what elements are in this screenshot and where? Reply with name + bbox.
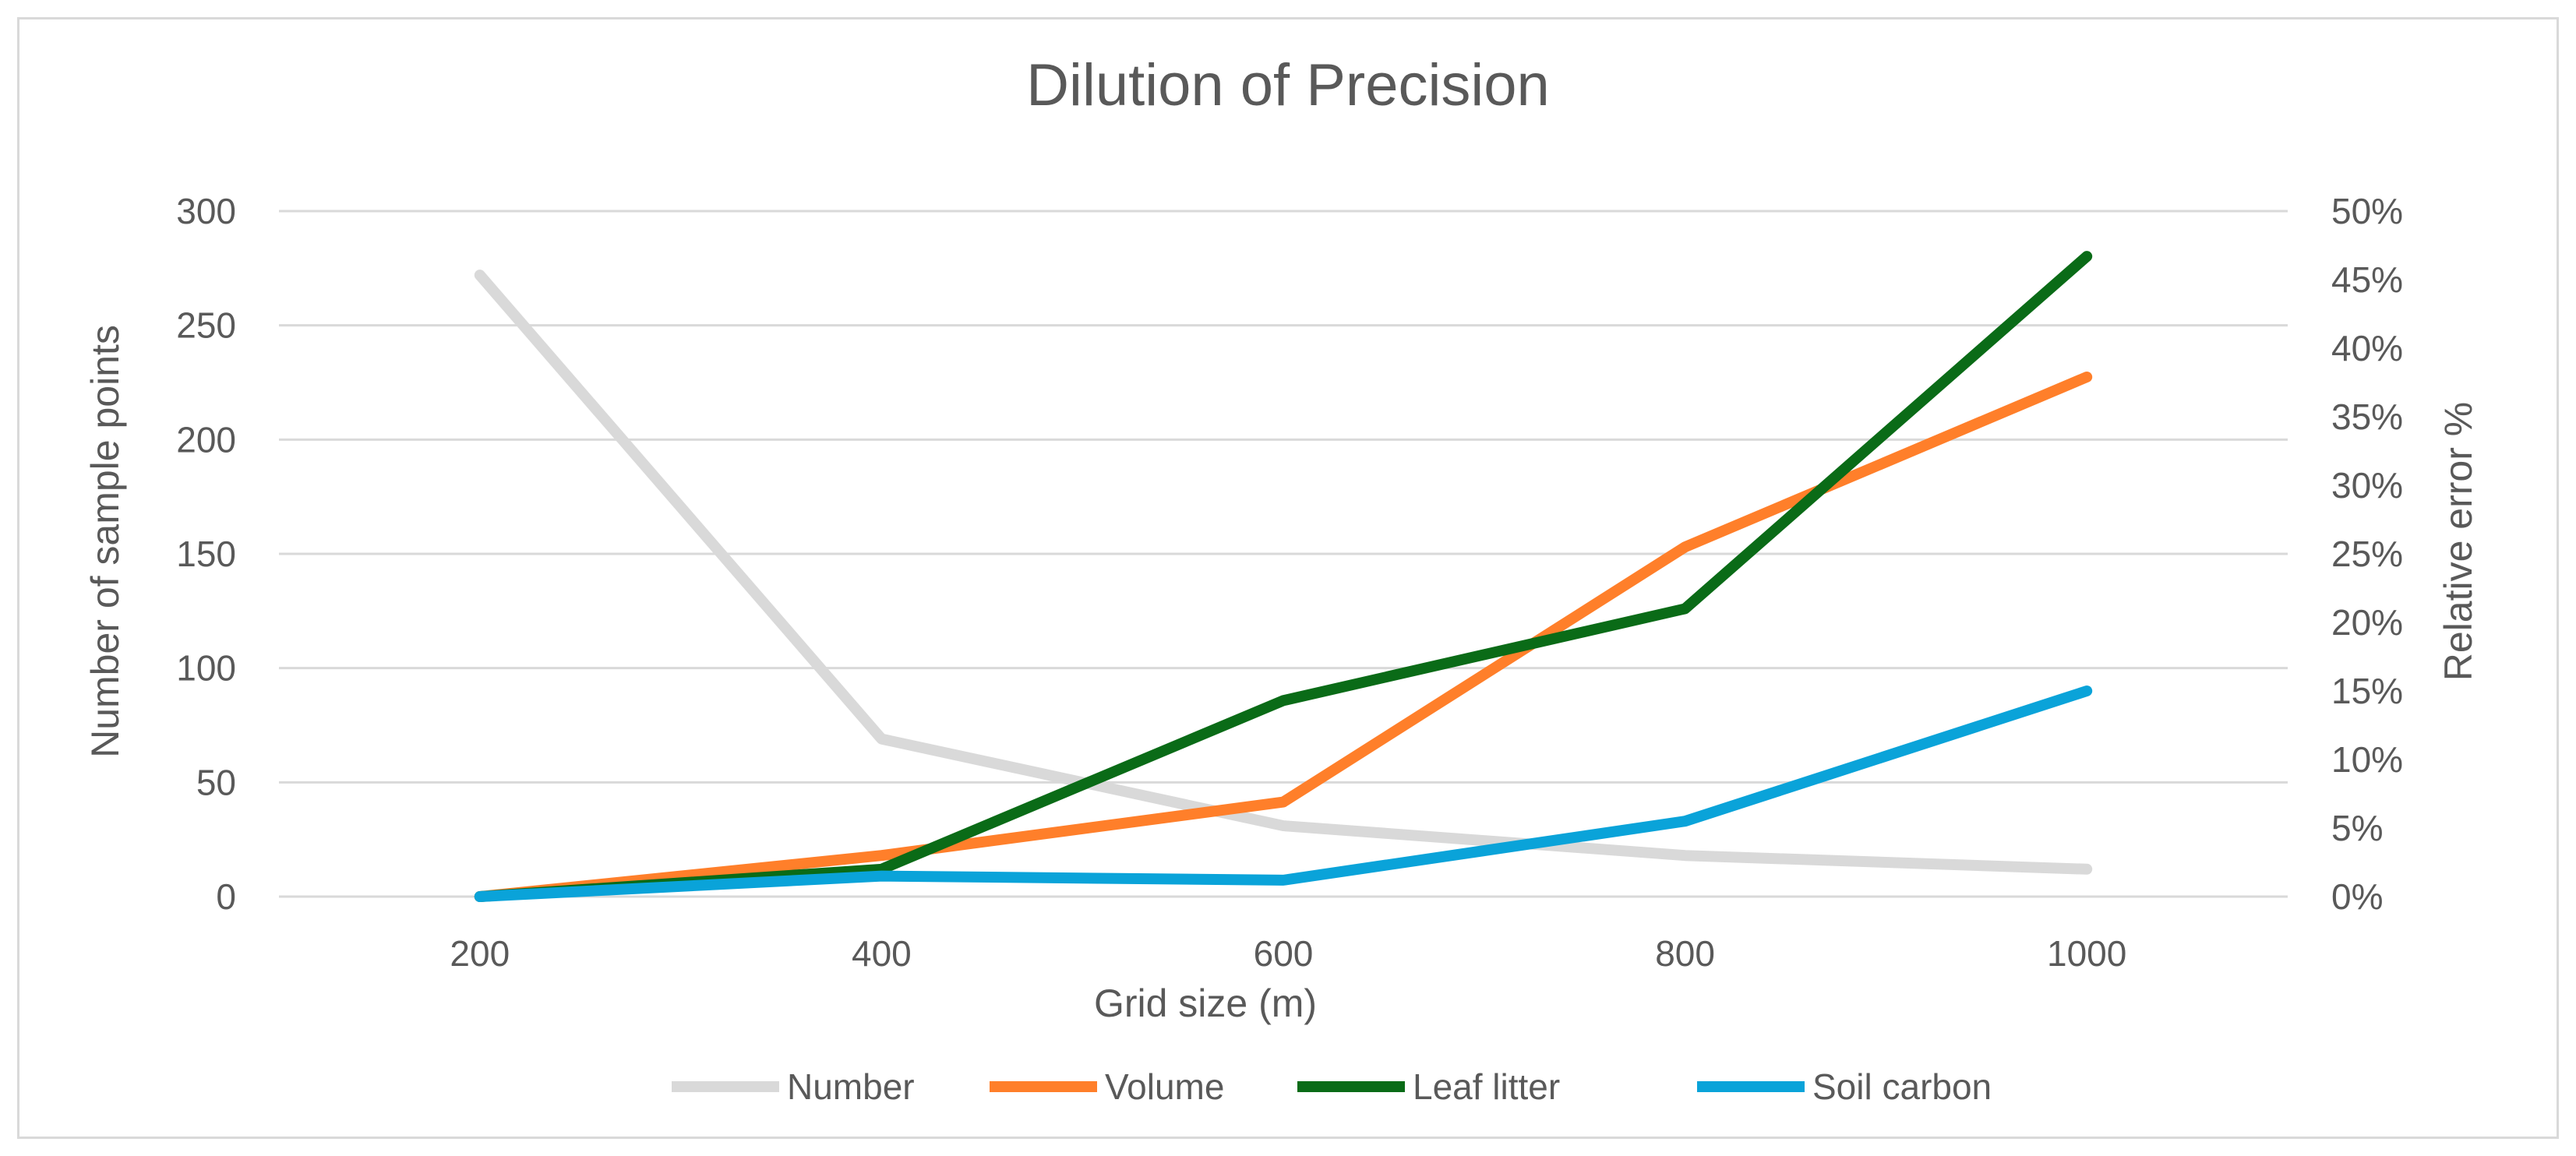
y-tick-label: 150 [176, 534, 236, 574]
y2-axis-title: Relative error % [2437, 402, 2480, 681]
x-tick-label: 1000 [2047, 933, 2126, 974]
left-axis-ticks: 0 50 100 150 200 250 300 [176, 191, 236, 917]
y2-tick-label: 15% [2331, 671, 2403, 711]
y-tick-label: 50 [196, 762, 236, 802]
y2-tick-label: 30% [2331, 465, 2403, 506]
legend: Number Volume Leaf litter Soil carbon [672, 1066, 1992, 1107]
y-tick-label: 0 [216, 876, 236, 917]
y2-tick-label: 0% [2331, 876, 2383, 917]
y2-tick-label: 35% [2331, 396, 2403, 437]
y2-tick-label: 10% [2331, 739, 2403, 780]
y-tick-label: 300 [176, 191, 236, 231]
series-line-number [474, 270, 2093, 875]
x-axis-title: Grid size (m) [1094, 982, 1317, 1025]
series-lines [474, 251, 2093, 902]
legend-label-soil-carbon: Soil carbon [1812, 1066, 1992, 1107]
y-axis-title: Number of sample points [83, 325, 127, 758]
legend-label-volume: Volume [1105, 1066, 1224, 1107]
series-line-volume [474, 371, 2093, 902]
legend-label-leaf-litter: Leaf litter [1413, 1066, 1560, 1107]
y2-tick-label: 20% [2331, 602, 2403, 643]
x-axis-ticks: 200 400 600 800 1000 [450, 933, 2126, 974]
gridlines [279, 210, 2288, 898]
series-line-soil-carbon [474, 685, 2093, 902]
chart-title: Dilution of Precision [1026, 52, 1550, 118]
y-tick-label: 200 [176, 419, 236, 460]
chart-frame [17, 17, 2559, 1139]
legend-label-number: Number [787, 1066, 915, 1107]
x-tick-label: 600 [1254, 933, 1314, 974]
right-axis-ticks: 0% 5% 10% 15% 20% 25% 30% 35% 40% 45% 50% [2331, 191, 2403, 917]
y2-tick-label: 5% [2331, 808, 2383, 848]
y2-tick-label: 50% [2331, 191, 2403, 231]
y2-tick-label: 25% [2331, 534, 2403, 574]
y-tick-label: 100 [176, 648, 236, 689]
x-tick-label: 400 [852, 933, 912, 974]
y2-tick-label: 40% [2331, 328, 2403, 368]
x-tick-label: 200 [450, 933, 510, 974]
y-tick-label: 250 [176, 305, 236, 346]
y2-tick-label: 45% [2331, 259, 2403, 300]
x-tick-label: 800 [1655, 933, 1715, 974]
